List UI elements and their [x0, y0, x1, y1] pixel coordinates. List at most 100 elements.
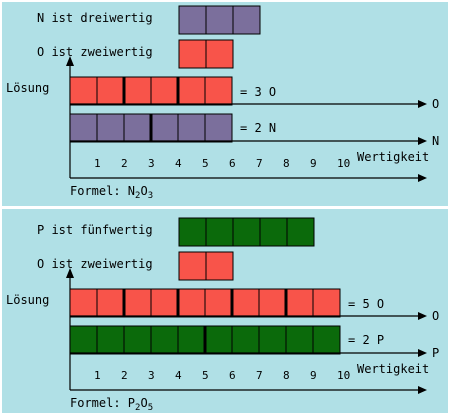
solution-row-bottom-cell	[177, 325, 206, 355]
row-bottom-result: = 2 P	[348, 333, 384, 347]
element2-label: O ist zweiwertig	[37, 257, 153, 271]
solution-row-top-cell	[96, 76, 125, 106]
valence-tick-label: 9	[310, 157, 317, 170]
valence-tick-label: 8	[283, 157, 290, 170]
formula: Formel: P2O5	[70, 396, 153, 413]
solution-label: Lösung	[6, 293, 49, 307]
valence-tick-label: 5	[202, 369, 209, 382]
solution-row-top-cell	[150, 288, 179, 318]
element1-label: P ist fünfwertig	[37, 223, 153, 237]
element1-box-cell	[259, 217, 288, 247]
solution-row-top-cell	[204, 76, 233, 106]
valence-tick-label: 4	[175, 157, 182, 170]
element1-box-cell	[205, 217, 234, 247]
valence-tick-label: 1	[94, 369, 101, 382]
formula-subscript-1: 2	[135, 191, 140, 201]
solution-row-top-cell	[285, 288, 314, 318]
solution-row-bottom-cell	[258, 325, 287, 355]
solution-row-top-cell	[258, 288, 287, 318]
solution-row-bottom-cell	[150, 113, 179, 143]
solution-row-top-cell	[204, 288, 233, 318]
element1-box-cell	[232, 217, 261, 247]
row-top-axis-line-head	[418, 312, 427, 320]
element1-box-cell	[232, 5, 261, 35]
formula-subscript-2: 3	[148, 191, 153, 201]
row-bottom-axis-line-head	[418, 349, 427, 357]
solution-row-top-cell	[150, 76, 179, 106]
row-top-axis-label: O	[432, 97, 439, 111]
valence-tick-label: 7	[256, 369, 263, 382]
formula-subscript-2: 5	[148, 403, 153, 413]
formula-prefix: Formel: P	[70, 396, 135, 410]
solution-row-top-cell	[177, 76, 206, 106]
formula-prefix: Formel: N	[70, 184, 135, 198]
valence-tick-label: 10	[337, 369, 350, 382]
row-top-result: = 5 O	[348, 297, 384, 311]
valence-tick-label: 6	[229, 369, 236, 382]
solution-row-bottom-cell	[150, 325, 179, 355]
valence-tick-label: 10	[337, 157, 350, 170]
valence-axis-label: Wertigkeit	[357, 150, 429, 164]
row-top-axis-line-head	[418, 100, 427, 108]
valence-tick-label: 2	[121, 369, 128, 382]
element2-box-cell	[205, 39, 234, 69]
solution-row-top-cell	[123, 288, 152, 318]
valence-tick-label: 5	[202, 157, 209, 170]
valence-axis-line-head	[418, 174, 427, 182]
element1-box-cell	[178, 5, 207, 35]
valence-tick-label: 1	[94, 157, 101, 170]
formula: Formel: N2O3	[70, 184, 153, 201]
vertical-axis-head	[66, 56, 74, 66]
element1-box-cell	[178, 217, 207, 247]
row-top-axis-label: O	[432, 309, 439, 323]
row-bottom-axis-line-head	[418, 137, 427, 145]
element1-label: N ist dreiwertig	[37, 11, 153, 25]
solution-row-bottom-cell	[96, 325, 125, 355]
solution-row-bottom-cell	[285, 325, 314, 355]
row-bottom-result: = 2 N	[240, 121, 276, 135]
solution-row-bottom-cell	[69, 325, 98, 355]
solution-row-bottom-cell	[204, 325, 233, 355]
solution-row-bottom-cell	[177, 113, 206, 143]
solution-row-top-cell	[231, 288, 260, 318]
element2-label: O ist zweiwertig	[37, 45, 153, 59]
valence-tick-label: 9	[310, 369, 317, 382]
valence-tick-label: 4	[175, 369, 182, 382]
solution-row-bottom-cell	[204, 113, 233, 143]
element1-box-cell	[286, 217, 315, 247]
row-bottom-axis-label: N	[432, 134, 439, 148]
solution-row-bottom-cell	[69, 113, 98, 143]
solution-row-top-cell	[312, 288, 341, 318]
valence-tick-label: 3	[148, 157, 155, 170]
solution-row-bottom-cell	[96, 113, 125, 143]
solution-row-top-cell	[96, 288, 125, 318]
valence-tick-label: 6	[229, 157, 236, 170]
solution-row-bottom-cell	[123, 325, 152, 355]
formula-oxygen: O	[140, 184, 147, 198]
element2-box-cell	[178, 251, 207, 281]
element2-box-cell	[178, 39, 207, 69]
valence-axis-line-head	[418, 386, 427, 394]
vertical-axis-head	[66, 268, 74, 278]
valence-tick-label: 8	[283, 369, 290, 382]
solution-row-bottom-cell	[312, 325, 341, 355]
solution-row-bottom-cell	[231, 325, 260, 355]
valence-axis-label: Wertigkeit	[357, 362, 429, 376]
solution-row-bottom-cell	[123, 113, 152, 143]
solution-row-top-cell	[69, 76, 98, 106]
valence-tick-label: 3	[148, 369, 155, 382]
formula-oxygen: O	[140, 396, 147, 410]
solution-row-top-cell	[123, 76, 152, 106]
formula-subscript-1: 2	[135, 403, 140, 413]
solution-row-top-cell	[177, 288, 206, 318]
valence-tick-label: 7	[256, 157, 263, 170]
element2-box-cell	[205, 251, 234, 281]
valence-tick-label: 2	[121, 157, 128, 170]
solution-row-top-cell	[69, 288, 98, 318]
element1-box-cell	[205, 5, 234, 35]
row-bottom-axis-label: P	[432, 346, 439, 360]
solution-label: Lösung	[6, 81, 49, 95]
row-top-result: = 3 O	[240, 85, 276, 99]
